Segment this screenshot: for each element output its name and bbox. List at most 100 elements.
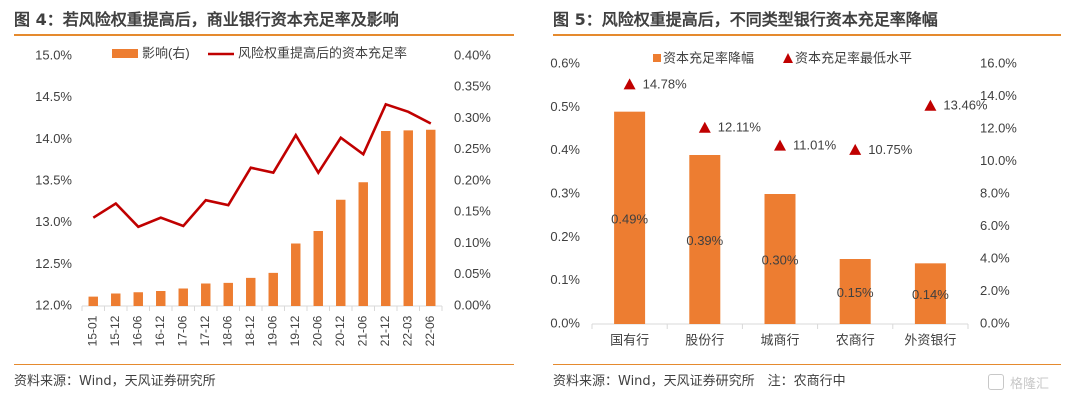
y-right-tick-label: 0.0% <box>980 315 1010 330</box>
x-tick-label: 18-06 <box>220 315 234 346</box>
right-title-rule <box>553 34 1061 36</box>
x-tick-label: 20-06 <box>310 315 324 346</box>
impact-bar <box>403 130 413 306</box>
marker-data-label: 11.01% <box>793 138 837 153</box>
left-tick-labels: 12.0% 12.5% 13.0% 13.5% 14.0% 14.5% 15.0% 0.00%… <box>35 47 491 346</box>
marker-data-label: 12.11% <box>718 120 762 135</box>
min-ratio-marker-series: 14.78% 12.11% 11.01% 10.75% 13.46% <box>623 76 988 157</box>
impact-bar <box>381 131 391 306</box>
x-tick-label: 19-12 <box>288 315 302 346</box>
y-left-tick-label: 0.0% <box>550 315 580 330</box>
y-left-tick-label: 0.2% <box>550 229 580 244</box>
x-tick-label: 16-12 <box>153 315 167 346</box>
y-left-tick-label: 15.0% <box>35 47 72 62</box>
ratio-line <box>92 102 432 229</box>
left-axes <box>81 305 443 311</box>
y-right-tick-label: 14.0% <box>980 88 1017 103</box>
impact-bar <box>291 243 301 306</box>
triangle-marker <box>849 143 862 155</box>
left-source-note: 资料来源：Wind，天风证券研究所 <box>14 374 216 389</box>
watermark-text: 格隆汇 <box>1010 377 1050 392</box>
impact-bar <box>133 292 143 306</box>
impact-bar <box>246 277 256 306</box>
x-tick-label: 15-12 <box>108 315 122 346</box>
y-left-tick-label: 12.0% <box>35 297 72 312</box>
impact-bar-series <box>88 129 436 306</box>
x-tick-label: 22-03 <box>400 315 414 346</box>
impact-bar <box>426 129 436 306</box>
decline-bar-series: 0.49% 0.39% 0.30% 0.15% 0.14% <box>611 111 949 325</box>
right-chart-legend: 资本充足率降幅 资本充足率最低水平 <box>653 50 912 65</box>
bar-data-label: 0.30% <box>762 252 799 267</box>
marker-data-label: 13.46% <box>943 98 988 113</box>
triangle-marker <box>623 78 636 90</box>
impact-bar <box>268 272 278 306</box>
x-tick-label: 18-12 <box>243 315 257 346</box>
x-tick-label: 16-06 <box>130 315 144 346</box>
y-right-tick-label: 0.15% <box>454 204 491 219</box>
impact-bar <box>223 282 233 306</box>
y-right-tick-label: 0.00% <box>454 297 491 312</box>
x-tick-label: 20-12 <box>333 315 347 346</box>
y-left-tick-label: 13.0% <box>35 214 72 229</box>
impact-bar <box>313 231 323 306</box>
left-bottom-rule <box>14 364 514 365</box>
bank-type-decline-chart: 资本充足率降幅 资本充足率最低水平 0.49% 0.39% 0.30% 0.15% 0.1… <box>550 50 1017 347</box>
x-tick-label: 国有行 <box>610 332 649 347</box>
impact-bar <box>358 182 368 306</box>
x-tick-label: 股份行 <box>685 332 724 347</box>
bar-data-label: 0.14% <box>912 287 949 302</box>
x-tick-label: 19-06 <box>265 315 279 346</box>
y-right-tick-label: 0.05% <box>454 266 491 281</box>
y-right-tick-label: 10.0% <box>980 153 1017 168</box>
y-right-tick-label: 8.0% <box>980 185 1010 200</box>
marker-data-label: 10.75% <box>868 142 913 157</box>
y-right-tick-label: 0.25% <box>454 141 491 156</box>
x-tick-label: 城商行 <box>760 332 799 347</box>
impact-bar <box>336 199 346 306</box>
y-left-tick-label: 12.5% <box>35 256 72 271</box>
y-left-tick-label: 14.5% <box>35 89 72 104</box>
x-tick-label: 22-06 <box>423 315 437 346</box>
x-tick-label: 外资银行 <box>904 332 956 347</box>
y-right-tick-label: 0.10% <box>454 235 491 250</box>
y-right-tick-label: 0.40% <box>454 47 491 62</box>
capital-ratio-impact-chart: 影响(右) 风险权重提高后的资本充足率 12.0%12.5%13.0%13.5%1… <box>35 45 491 346</box>
watermark: 格隆汇 <box>988 372 1070 394</box>
y-right-tick-label: 0.30% <box>454 110 491 125</box>
right-axes <box>591 323 969 329</box>
impact-bar <box>88 296 98 306</box>
legend-triangle-swatch <box>783 53 793 63</box>
decline-bar <box>689 155 721 324</box>
legend-line-label: 风险权重提高后的资本充足率 <box>238 45 407 60</box>
y-left-tick-label: 0.1% <box>550 272 580 287</box>
y-left-tick-label: 0.5% <box>550 99 580 114</box>
decline-bar <box>614 111 646 325</box>
y-left-tick-label: 13.5% <box>35 172 72 187</box>
y-left-tick-label: 14.0% <box>35 131 72 146</box>
left-chart-title: 图 4：若风险权重提高后，商业银行资本充足率及影响 <box>14 10 399 29</box>
x-tick-label: 17-12 <box>198 315 212 346</box>
y-right-tick-label: 2.0% <box>980 283 1010 298</box>
y-right-tick-label: 12.0% <box>980 120 1017 135</box>
x-tick-label: 15-01 <box>85 315 99 346</box>
legend-bar-swatch <box>653 54 661 62</box>
x-tick-label: 21-06 <box>355 315 369 346</box>
right-source-note: 资料来源：Wind，天风证券研究所 注：农商行中 <box>553 374 846 389</box>
triangle-marker <box>924 99 937 111</box>
decline-bar <box>764 194 796 324</box>
y-right-tick-label: 0.35% <box>454 79 491 94</box>
legend-bar-label: 影响(右) <box>142 45 190 60</box>
decline-bar <box>839 259 871 324</box>
ratio-line-series <box>92 102 432 229</box>
decline-bar <box>914 263 946 324</box>
legend-bar-swatch <box>112 49 138 58</box>
x-tick-label: 21-12 <box>378 315 392 346</box>
marker-data-label: 14.78% <box>643 76 688 91</box>
x-tick-label: 农商行 <box>836 332 875 347</box>
bar-data-label: 0.39% <box>686 233 723 248</box>
left-chart-legend: 影响(右) 风险权重提高后的资本充足率 <box>112 45 407 60</box>
y-right-tick-label: 0.20% <box>454 172 491 187</box>
impact-bar <box>156 291 166 306</box>
